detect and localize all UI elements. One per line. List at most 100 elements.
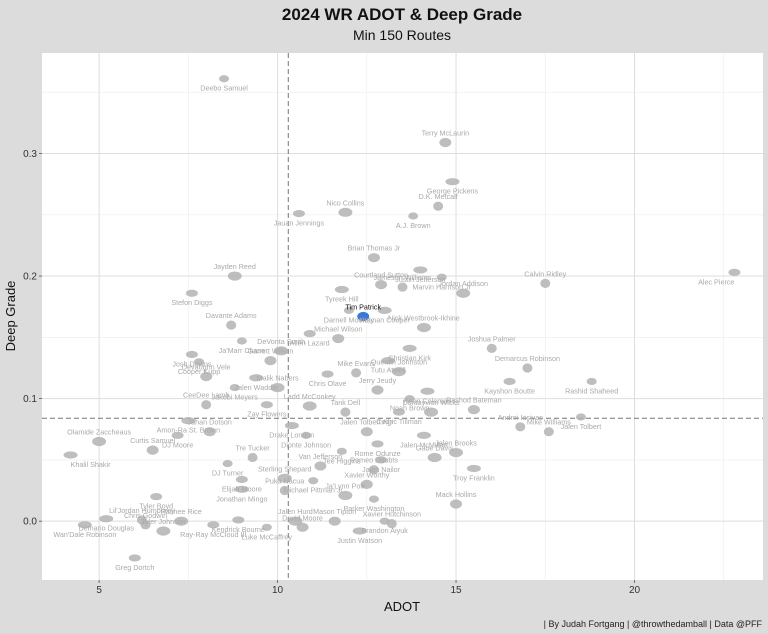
data-point [351, 368, 362, 378]
x-tick-label: 15 [450, 585, 462, 596]
point-label: Tim Patrick [345, 303, 381, 312]
point-label: Josh Downs [172, 359, 212, 368]
point-label: Ray-Ray McCloud III [180, 530, 246, 539]
point-label: Jalen Tolbert [561, 422, 602, 431]
data-point [367, 253, 380, 263]
point-label: Noah Brown [390, 404, 430, 413]
reference-lines [42, 53, 763, 580]
x-axis-title: ADOT [384, 599, 420, 614]
point-label: Devaughn Vele [182, 363, 231, 372]
data-point [402, 344, 417, 352]
point-label: Nico Collins [326, 198, 364, 207]
data-point [302, 401, 317, 411]
point-label: Christian Kirk [388, 353, 431, 362]
data-point [381, 357, 396, 365]
point-label: Keon Coleman [404, 396, 452, 405]
data-point [140, 520, 151, 530]
data-point [314, 461, 327, 471]
x-tick-label: 5 [96, 585, 102, 596]
y-tick-label: 0.1 [23, 394, 37, 405]
data-point [503, 377, 516, 386]
data-point [277, 473, 292, 483]
data-point [150, 493, 163, 501]
chart-subtitle: Min 150 Routes [353, 27, 451, 43]
point-label: Dontayvion Wicks [402, 398, 460, 407]
point-label: Quentin Johnston [371, 358, 427, 367]
data-point [338, 207, 353, 217]
chart-caption: | By Judah Fortgang | @throwthedamball |… [544, 619, 763, 629]
point-label: Mason Tipton [313, 507, 356, 516]
point-label: Michael Pittman Jr [284, 486, 344, 495]
point-label: Mike Evans [338, 359, 376, 368]
point-label: Ja'Marr Chase [219, 346, 266, 355]
data-point [413, 266, 428, 274]
point-label: Mack Hollins [436, 490, 477, 499]
point-label: Sterling Shepard [258, 464, 312, 473]
point-label: George Pickens [427, 187, 479, 196]
data-point [146, 445, 159, 455]
point-label: Garrett Wilson [247, 347, 293, 356]
point-label: Jerry Jeudy [359, 376, 397, 385]
point-label: Elijah Moore [222, 485, 262, 494]
data-point [261, 523, 272, 531]
point-label: Terry McLaurin [422, 128, 470, 137]
data-point [368, 465, 379, 475]
data-point [543, 427, 554, 437]
data-point [575, 413, 586, 421]
chart-title: 2024 WR ADOT & Deep Grade [282, 5, 522, 24]
point-label: Justin Watson [337, 536, 382, 545]
point-label: DJ Turner [212, 469, 244, 478]
data-point [408, 212, 419, 220]
data-point [357, 311, 370, 322]
data-point [391, 367, 406, 377]
point-label: Chris Olave [309, 379, 347, 388]
y-axis-ticks: 0.0 0.1 0.2 0.3 [23, 149, 42, 528]
point-label: Luke McCaffrey [242, 532, 293, 541]
data-point [424, 407, 439, 417]
major-grid [42, 53, 763, 580]
point-label: Jauan Jennings [274, 219, 325, 228]
data-point [360, 479, 373, 490]
data-point [420, 387, 435, 395]
point-labels: Deebo Samuel Terry McLaurin George Pickens… [53, 84, 734, 572]
point-label: David Moore [282, 513, 323, 522]
point-label: Wan'Dale Robinson [53, 530, 116, 539]
point-label: Tyreek Hill [325, 295, 359, 304]
data-point [449, 447, 464, 458]
data-point [343, 306, 354, 314]
point-label: Justin Jefferson [395, 275, 445, 284]
point-label: Cedric Tillman [376, 417, 422, 426]
data-point [249, 374, 264, 382]
data-point [203, 427, 216, 437]
point-label: Romeo Doubts [350, 456, 398, 465]
data-point [156, 526, 171, 536]
x-axis-ticks: 5 10 15 20 [96, 580, 641, 596]
data-point [450, 499, 463, 509]
data-point [227, 271, 242, 281]
data-point [439, 137, 452, 148]
y-tick-label: 0.3 [23, 149, 37, 160]
point-label: Darnell Mooney [324, 315, 375, 324]
data-point [296, 522, 309, 532]
data-point [288, 516, 303, 526]
point-label: Stefon Diggs [171, 298, 213, 307]
data-point [292, 209, 305, 218]
point-label: Nick Westbrook-Ikhine [388, 314, 460, 323]
point-label: Jalen Brooks [435, 439, 477, 448]
data-point [264, 356, 277, 366]
data-point [174, 516, 189, 526]
point-label: Davante Adams [206, 311, 257, 320]
point-label: Rashee Rice [161, 507, 202, 516]
data-point [371, 440, 384, 448]
data-point [334, 285, 349, 294]
point-label: Courtland Sutton [354, 271, 408, 280]
point-label: Jalen Tolbert Agr [340, 418, 394, 427]
point-label: Kayshon Boutte [484, 386, 535, 395]
data-point [185, 289, 198, 297]
data-point [436, 273, 447, 281]
x-tick-label: 10 [272, 585, 284, 596]
point-label: Tutu Atwell [371, 366, 406, 375]
point-label: Mike Williams [527, 418, 571, 427]
point-label: Lil'Jordan Humphrey [109, 506, 175, 515]
data-point [200, 371, 213, 382]
